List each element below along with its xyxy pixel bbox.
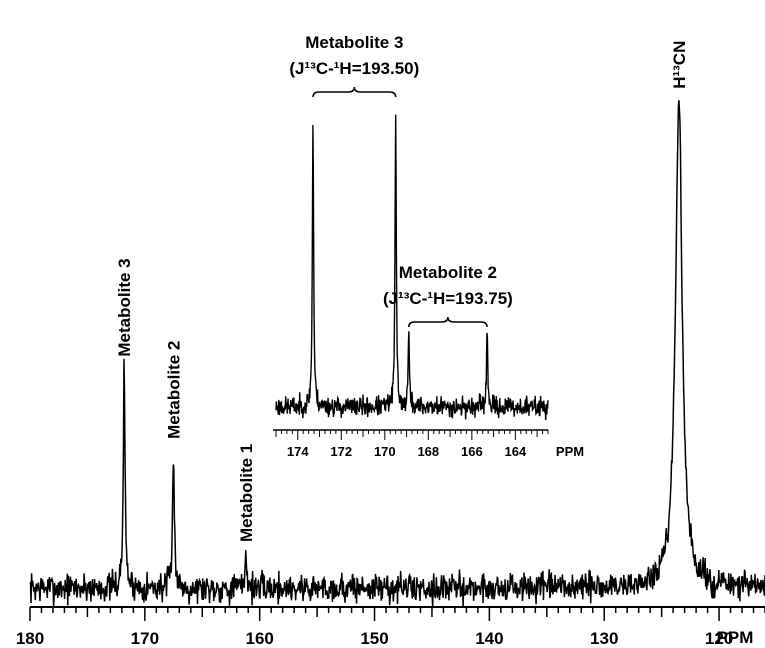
annotation-coupling: (J¹³C-¹H=193.75) [383,289,513,308]
main-tick-label: 150 [360,629,388,648]
peak-label: Metabolite 3 [115,258,134,356]
inset-spectrum-trace [275,114,549,421]
main-spectrum-trace [29,100,765,609]
annotation-title: Metabolite 3 [305,33,403,52]
main-tick-label: 120 [705,629,733,648]
main-tick-label: 170 [131,629,159,648]
peak-label: H¹³CN [670,41,689,89]
annotation-coupling: (J¹³C-¹H=193.50) [289,59,419,78]
main-peak-labels: Metabolite 3 Metabolite 2 Metabolite 1 H¹³C… [115,41,689,542]
inset-tick-label: 164 [505,444,527,459]
main-tick-label: 140 [475,629,503,648]
inset-tick-label: 166 [461,444,483,459]
inset-tick-label: 174 [287,444,309,459]
annotation-brace [407,316,488,328]
annotation-brace [312,86,397,98]
main-spectrum-layer [29,100,765,609]
peak-label: Metabolite 1 [237,444,256,542]
main-tick-label: 160 [246,629,274,648]
inset-tick-label: 172 [330,444,352,459]
peak-label: Metabolite 2 [165,341,184,439]
main-tick-label: 130 [590,629,618,648]
inset-spectrum: 174 172 170 168 166 164 PPM Metabolite 3 (J¹³C-¹… [273,33,584,459]
inset-axis-unit-label: PPM [556,444,584,459]
main-axis-unit-label: PPM [717,628,754,647]
inset-tick-label: 170 [374,444,396,459]
annotation-title: Metabolite 2 [399,263,497,282]
main-tick-label: 180 [16,629,44,648]
inset-tick-label: 168 [417,444,439,459]
